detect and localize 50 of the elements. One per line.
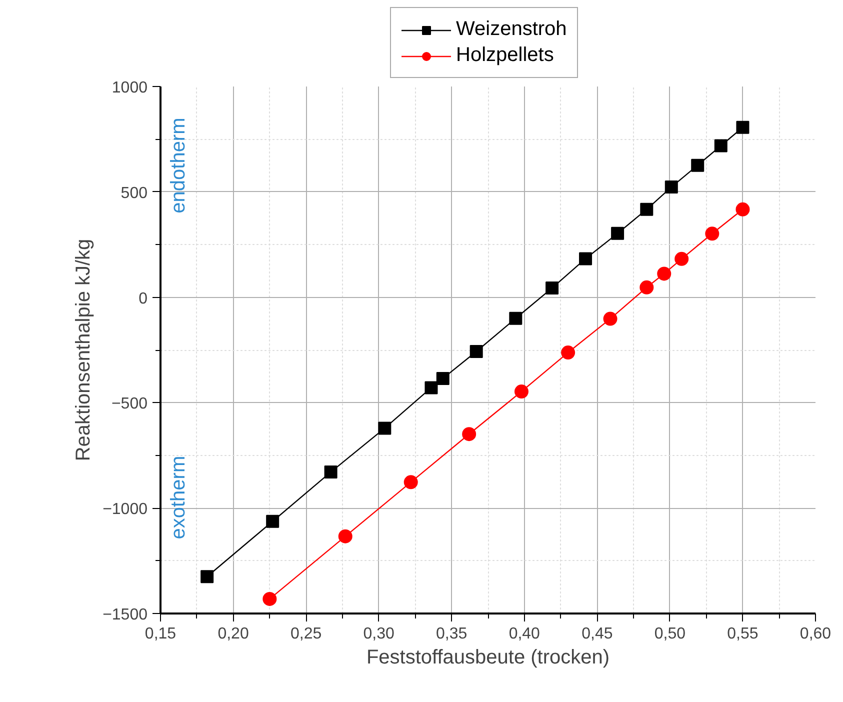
y-tick-label: −1000 <box>102 501 148 518</box>
y-tick-label: −500 <box>111 396 148 413</box>
point <box>736 120 750 134</box>
point <box>266 514 280 528</box>
point <box>462 427 476 442</box>
point <box>404 475 418 490</box>
y-axis-title: Reaktionsenthalpie kJ/kg <box>72 238 95 462</box>
point <box>470 344 483 358</box>
point <box>514 384 528 399</box>
y-tick-label: −1500 <box>102 606 148 624</box>
x-tick-label: 0,20 <box>218 626 249 642</box>
point <box>546 282 559 295</box>
point <box>611 226 624 240</box>
x-tick-label: 0,60 <box>800 626 832 642</box>
x-tick-label: 0,30 <box>363 626 395 642</box>
x-tick-label: 0,25 <box>290 626 322 642</box>
point <box>714 139 728 152</box>
x-tick-label: 0,40 <box>508 626 540 642</box>
point <box>736 202 750 216</box>
point <box>657 266 672 281</box>
point <box>509 312 522 325</box>
point <box>424 381 438 394</box>
point <box>664 180 678 194</box>
x-tick-label: 0,50 <box>654 626 686 642</box>
legend-label: Holzpellets <box>456 44 554 67</box>
y-tick-label: 500 <box>120 184 148 202</box>
point <box>338 529 352 544</box>
point <box>603 312 618 326</box>
point <box>640 280 654 294</box>
point <box>262 592 277 606</box>
point <box>579 252 592 266</box>
x-tick-label: 0,35 <box>436 626 468 642</box>
point <box>674 252 689 266</box>
point <box>705 226 720 241</box>
x-tick-label: 0,55 <box>727 626 758 642</box>
x-tick-label: 0,45 <box>582 626 613 642</box>
x-axis-title: Feststoffausbeute (trocken) <box>366 646 610 668</box>
point <box>200 570 214 584</box>
y-tick-label: 1000 <box>112 80 148 96</box>
point <box>378 422 392 435</box>
x-tick-label: 0,15 <box>144 626 176 642</box>
point <box>640 202 654 216</box>
point <box>436 372 450 385</box>
point <box>561 346 576 360</box>
legend-label: Weizenstroh <box>456 18 567 41</box>
point <box>691 158 704 172</box>
annotation: endotherm <box>168 118 190 214</box>
point <box>324 466 338 479</box>
annotation: exotherm <box>168 456 190 540</box>
y-tick-label: 0 <box>138 290 148 308</box>
